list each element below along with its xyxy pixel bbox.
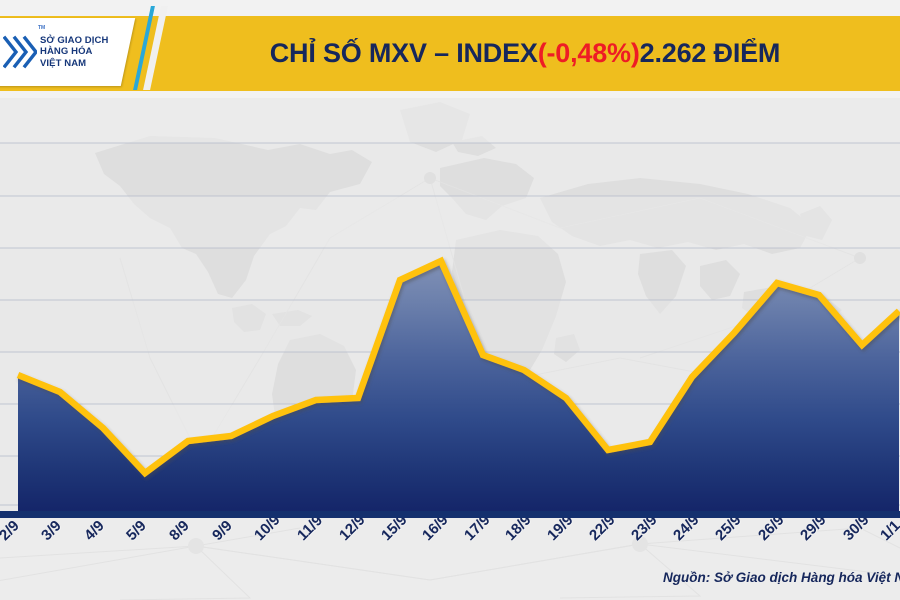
x-axis-label: 26/9: [755, 518, 788, 545]
x-axis-label: 3/9: [38, 518, 65, 545]
x-axis-label: 22/9: [586, 518, 619, 545]
title-index-value: 2.262 ĐIỂM: [639, 38, 781, 68]
page-title: CHỈ SỐ MXV – INDEX (-0,48%) 2.262 ĐIỂM: [150, 16, 900, 91]
logo-text: SỞ GIAO DỊCH HÀNG HÓA VIỆT NAM: [40, 35, 108, 70]
header-banner: SỞ GIAO DỊCH HÀNG HÓA VIỆT NAM TM CHỈ SỐ…: [0, 0, 900, 98]
x-axis-label: 29/9: [797, 518, 830, 545]
x-axis-label: 16/9: [419, 518, 452, 545]
footer-area: [0, 518, 900, 600]
x-axis-label: 2/9: [0, 518, 23, 545]
x-axis-label: 8/9: [166, 518, 193, 545]
x-axis-label: 30/9: [840, 518, 873, 545]
title-change-percent: (-0,48%): [537, 38, 640, 68]
index-line: [16, 256, 900, 478]
header-bottom-strip: [0, 91, 900, 98]
source-attribution: Nguồn: Sở Giao dịch Hàng hóa Việt N: [663, 570, 900, 585]
x-axis-label: 18/9: [502, 518, 535, 545]
x-axis-label: 9/9: [209, 518, 236, 545]
x-axis-label: 19/9: [544, 518, 577, 545]
footer-network-lines: [0, 527, 900, 600]
x-axis-label: 10/9: [251, 518, 284, 545]
chevron-logo-icon: [3, 35, 37, 69]
logo-line-3: VIỆT NAM: [40, 57, 87, 69]
x-axis-label: 25/9: [712, 518, 745, 545]
mxv-logo: SỞ GIAO DỊCH HÀNG HÓA VIỆT NAM TM: [0, 16, 150, 91]
area-fill: [18, 261, 899, 518]
x-axis-label: 4/9: [81, 518, 108, 545]
x-axis-label: 5/9: [123, 518, 150, 545]
logo-line-1: SỞ GIAO DỊCH: [40, 34, 109, 46]
x-axis-label: 11/9: [294, 518, 327, 545]
x-axis-label: 12/9: [336, 518, 369, 545]
x-axis-label: 24/9: [670, 518, 703, 545]
index-series-plot: [16, 256, 900, 518]
mxv-index-area-chart: [0, 98, 900, 518]
title-main-text: CHỈ SỐ MXV – INDEX: [269, 38, 538, 68]
logo-line-2: HÀNG HÓA: [40, 46, 93, 58]
logo-content: SỞ GIAO DỊCH HÀNG HÓA VIỆT NAM: [2, 24, 132, 80]
x-axis-label: 15/9: [378, 518, 411, 545]
x-axis-label: 1/1: [877, 518, 900, 545]
header-top-strip: [0, 0, 900, 16]
trademark-mark: TM: [38, 25, 46, 31]
x-axis-label: 17/9: [461, 518, 494, 545]
x-axis-label: 23/9: [628, 518, 661, 545]
x-axis-labels: 2/9 3/9 4/9 5/9 8/9 9/9 10/9 11/9 12/9 15/9 16/9 17…: [0, 518, 900, 578]
